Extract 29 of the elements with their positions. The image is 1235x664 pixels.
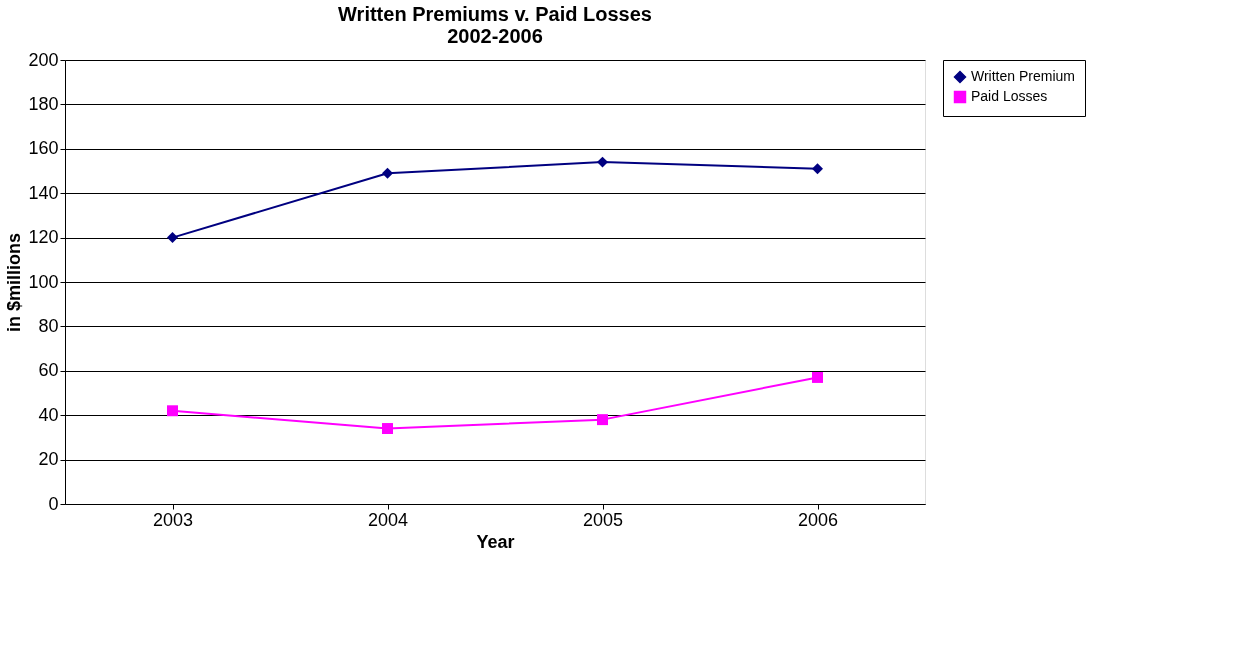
x-tick-label: 2003 <box>152 509 194 530</box>
text: 2002-2006 <box>447 25 543 47</box>
point <box>812 163 823 175</box>
point <box>597 414 608 426</box>
y-tick-label: 0 <box>48 493 59 514</box>
y-tick-label: 60 <box>38 360 59 381</box>
y-tick-label: 100 <box>28 271 59 292</box>
point <box>597 156 608 168</box>
x-tick-label: 2004 <box>367 509 409 530</box>
y-tick-label: 40 <box>38 404 59 425</box>
point <box>167 405 178 417</box>
text: Written Premiums v. Paid Losses <box>338 3 652 25</box>
legend-label: Written Premium <box>971 68 1075 84</box>
point <box>167 232 178 244</box>
x-tick-label: 2006 <box>797 509 839 530</box>
y-tick-label: 160 <box>28 138 59 159</box>
y-axis-title: in $millions <box>4 232 25 333</box>
y-tick-label: 140 <box>28 182 59 203</box>
point <box>382 167 393 179</box>
x-tick-label: 2005 <box>582 509 624 530</box>
y-tick-label: 200 <box>28 49 59 70</box>
point <box>812 371 823 383</box>
y-tick-label: 180 <box>28 93 59 114</box>
point <box>382 423 393 434</box>
x-axis-title: Year <box>476 531 515 552</box>
legend-label: Paid Losses <box>971 88 1048 104</box>
y-tick-label: 80 <box>38 315 59 336</box>
y-tick-label: 120 <box>28 227 59 248</box>
y-tick-label: 20 <box>38 449 59 470</box>
